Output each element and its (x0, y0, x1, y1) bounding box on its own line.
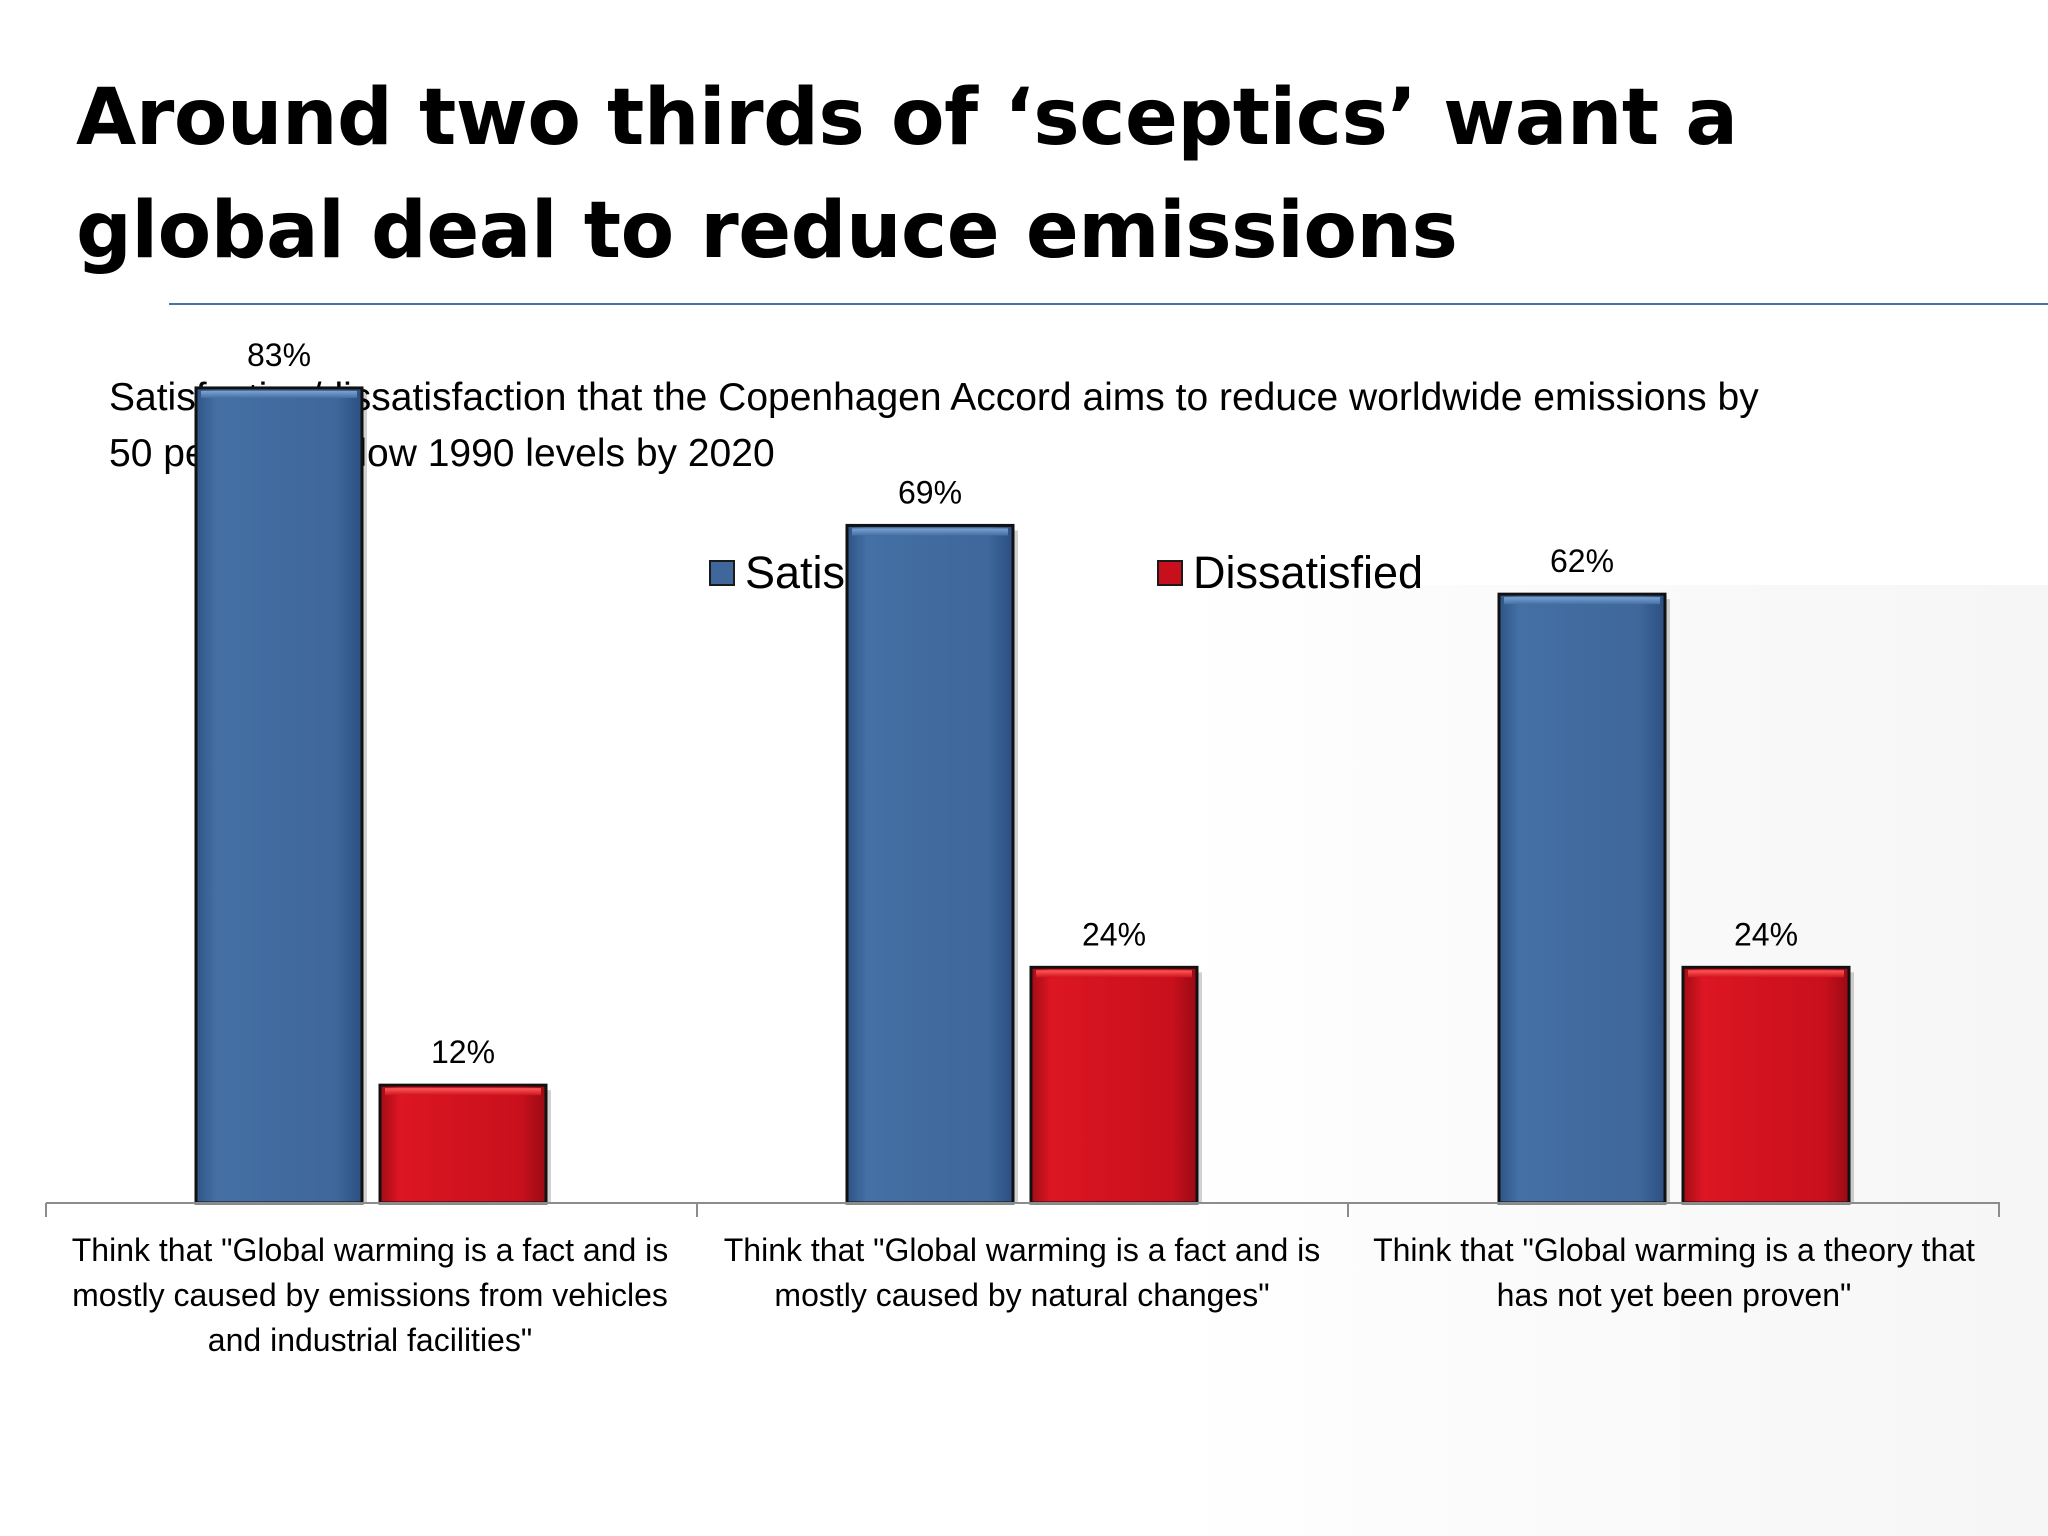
bar-bevel-dissatisfied-1 (385, 1088, 541, 1096)
x-tick-label-2: Think that "Global warming is a fact and… (723, 1232, 1321, 1313)
data-label-satisfied-1: 83% (247, 337, 311, 373)
data-label-satisfied-2: 69% (898, 474, 962, 510)
title-divider (169, 303, 2048, 305)
bar-satisfied-3 (1497, 592, 1667, 1205)
legend-swatch-dissatisfied (1157, 560, 1183, 586)
bar-dissatisfied-1 (378, 1083, 548, 1205)
bar-bevel-dissatisfied-2 (1036, 970, 1192, 978)
bar-satisfied-1 (194, 386, 364, 1205)
x-tick-label-1: Think that "Global warming is a fact and… (71, 1232, 669, 1358)
data-label-dissatisfied-3: 24% (1734, 916, 1798, 952)
legend-item-dissatisfied: Dissatisfied (1157, 545, 1423, 601)
bar-bevel-satisfied-2 (852, 528, 1008, 536)
bar-bevel-satisfied-1 (201, 390, 357, 398)
bar-satisfied-2 (845, 523, 1015, 1205)
x-axis (45, 1202, 2000, 1217)
bar-dissatisfied-2 (1029, 965, 1199, 1205)
legend-swatch-satisfied (709, 560, 735, 586)
bar-bevel-dissatisfied-3 (1688, 970, 1844, 978)
data-label-dissatisfied-2: 24% (1082, 916, 1146, 952)
x-tick-label-3: Think that "Global warming is a theory t… (1373, 1232, 1975, 1313)
slide-title: Around two thirds of ‘sceptics’ want a g… (76, 73, 1738, 276)
data-label-satisfied-3: 62% (1550, 543, 1614, 579)
legend-label-dissatisfied: Dissatisfied (1193, 547, 1424, 598)
bars-layer (194, 386, 1854, 1205)
bar-dissatisfied-3 (1681, 965, 1851, 1205)
bar-bevel-satisfied-3 (1504, 597, 1660, 605)
data-label-dissatisfied-1: 12% (431, 1034, 495, 1070)
data-labels-layer: 83% 69% 62% 12% 24% 24% (247, 337, 1798, 1070)
